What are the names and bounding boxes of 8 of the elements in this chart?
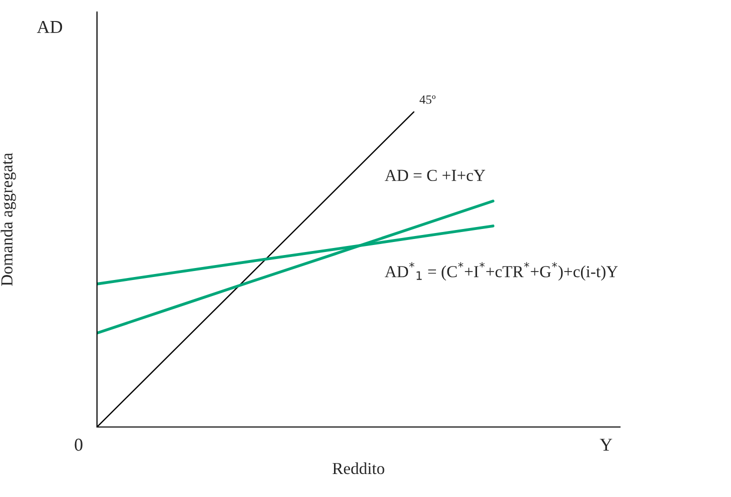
x-axis-title: Reddito bbox=[332, 462, 384, 474]
text: Y bbox=[600, 438, 612, 451]
text: AD$^{*}$$_{1}$ = (C$^{*}$+I$^{*}$+cTR$^{*}$+G$^{*}$)+c(i-t)Y bbox=[384, 262, 618, 281]
text: 0 bbox=[74, 438, 82, 451]
series-label: 45º bbox=[420, 95, 436, 104]
text: AD bbox=[36, 20, 62, 33]
series-label: AD = C +I+cY bbox=[384, 170, 486, 182]
y-axis-title: Domanda aggregata bbox=[0, 152, 16, 286]
